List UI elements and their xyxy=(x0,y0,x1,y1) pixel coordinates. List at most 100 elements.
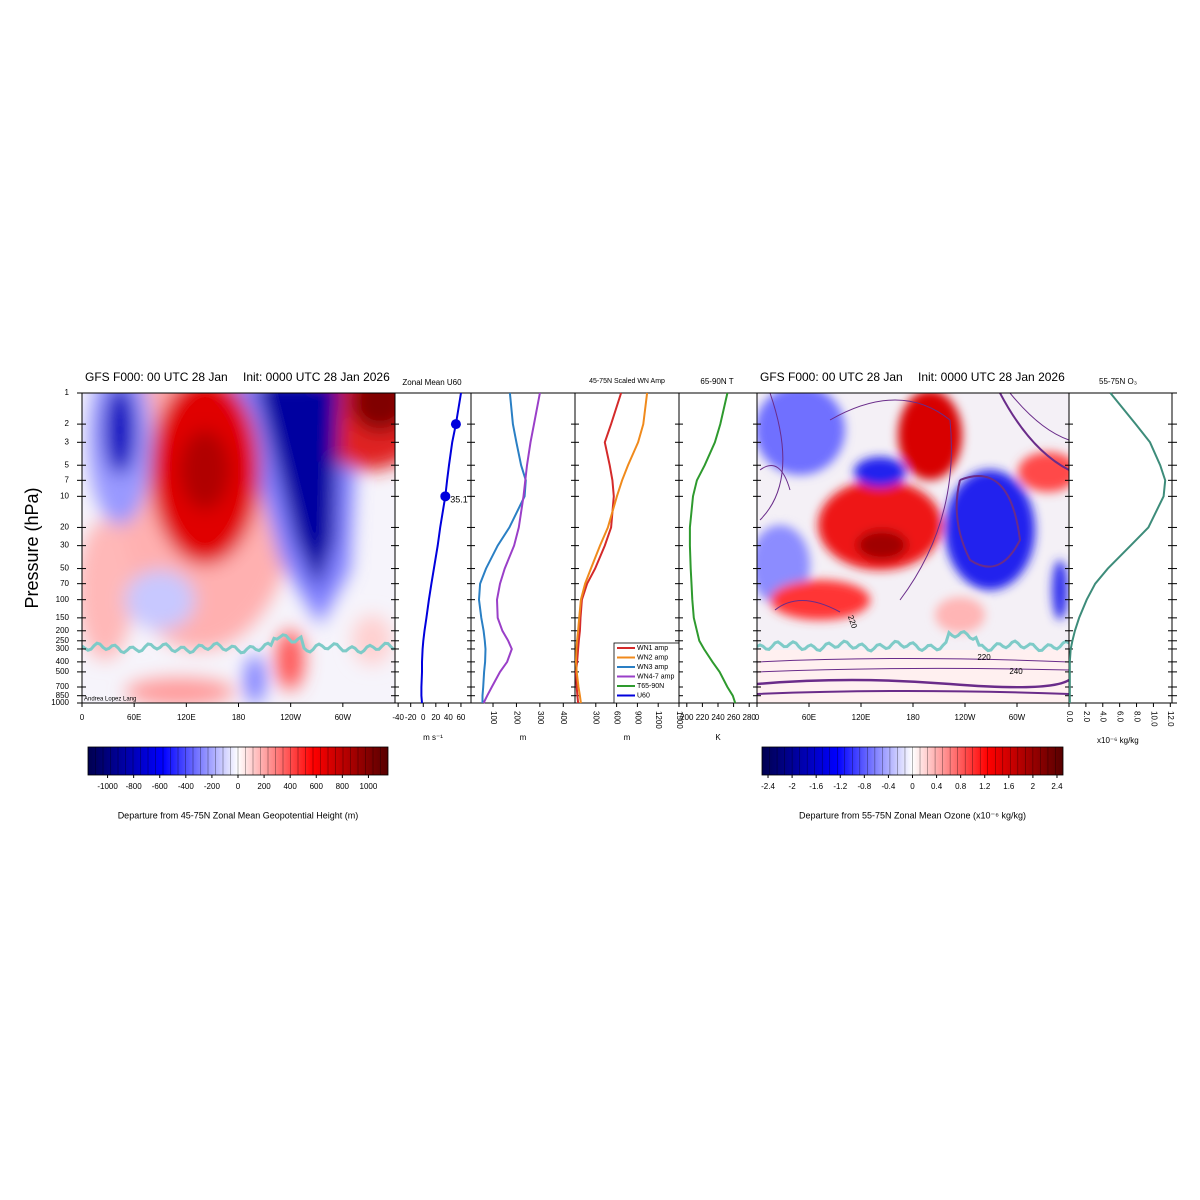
value-label: 35.1 xyxy=(450,495,468,505)
y-tick-label: 20 xyxy=(60,523,69,532)
credit: Andrea Lopez Lang xyxy=(84,697,136,703)
x-tick-label: 260 xyxy=(727,713,741,722)
colorbar-tick-label: 1.2 xyxy=(979,782,991,791)
x-tick-label: 0.0 xyxy=(1065,711,1074,723)
colorbar-tick-label: -1000 xyxy=(97,782,118,791)
x-tick-label: 60E xyxy=(802,713,816,722)
x-tick-label: 60W xyxy=(335,713,352,722)
contour-label: 220 xyxy=(846,614,859,630)
x-tick-label: -20 xyxy=(405,713,417,722)
y-tick-label: 1000 xyxy=(51,698,69,707)
colorbar-tick-label: 1000 xyxy=(360,782,378,791)
x-tick-label: 120W xyxy=(280,713,301,722)
x-tick-label: 220 xyxy=(696,713,710,722)
x-axis-label: m xyxy=(624,733,631,742)
colorbar-tick-label: -2.4 xyxy=(761,782,775,791)
y-axis-label: Pressure (hPa) xyxy=(22,487,42,608)
colorbar-tick-label: 1.6 xyxy=(1003,782,1015,791)
x-tick-label: 60W xyxy=(1009,713,1026,722)
x-axis-label: m xyxy=(520,733,527,742)
colorbar-tick-label: 0 xyxy=(910,782,915,791)
panel-subtitle: Init: 0000 UTC 28 Jan 2026 xyxy=(243,370,390,384)
y-tick-label: 3 xyxy=(65,437,70,446)
y-tick-label: 70 xyxy=(60,579,69,588)
x-tick-label: 12.0 xyxy=(1166,711,1175,727)
legend-label: U60 xyxy=(637,692,650,699)
x-tick-label: 300 xyxy=(592,711,601,725)
x-tick-label: 6.0 xyxy=(1116,711,1125,723)
panel-frame xyxy=(394,392,472,704)
ozone-field xyxy=(757,393,1069,703)
series-line xyxy=(420,392,462,704)
y-tick-label: 400 xyxy=(56,657,70,666)
x-tick-label: 180 xyxy=(906,713,920,722)
colorbar-tick-label: 0.8 xyxy=(955,782,967,791)
x-tick-label: 1200 xyxy=(654,711,663,729)
colorbar-tick-label: 2.4 xyxy=(1051,782,1063,791)
series-line xyxy=(688,392,737,704)
legend-label: WN2 amp xyxy=(637,654,668,661)
colorbar-tick-label: 400 xyxy=(283,782,297,791)
colorbar-tick-label: -2 xyxy=(789,782,797,791)
contour-label: 220 xyxy=(977,653,991,662)
x-tick-label: 180 xyxy=(232,713,246,722)
colorbar-tick-label: -0.8 xyxy=(857,782,871,791)
panel-title: GFS F000: 00 UTC 28 Jan xyxy=(85,370,228,384)
x-tick-label: 2.0 xyxy=(1082,711,1091,723)
colorbar-tick-label: 2 xyxy=(1031,782,1036,791)
colorbar-tick-label: -800 xyxy=(126,782,143,791)
x-tick-label: 240 xyxy=(711,713,725,722)
contour-label: 240 xyxy=(1009,667,1023,676)
y-tick-label: 10 xyxy=(60,491,69,500)
x-tick-label: 10.0 xyxy=(1149,711,1158,727)
panel-subtitle: Init: 0000 UTC 28 Jan 2026 xyxy=(918,370,1065,384)
x-axis-label: K xyxy=(715,733,721,742)
x-tick-label: 60E xyxy=(127,713,141,722)
colorbar-tick-label: -600 xyxy=(152,782,169,791)
height-field xyxy=(82,393,395,703)
colorbar-tick-label: 200 xyxy=(257,782,271,791)
y-tick-label: 700 xyxy=(56,682,70,691)
x-tick-label: 40 xyxy=(444,713,453,722)
y-tick-label: 7 xyxy=(65,475,70,484)
colorbar-label: Departure from 45-75N Zonal Mean Geopote… xyxy=(118,810,359,820)
x-tick-label: 60 xyxy=(456,713,465,722)
y-tick-label: 2 xyxy=(65,419,70,428)
colorbar-tick-label: 800 xyxy=(336,782,350,791)
panel-frame xyxy=(470,392,576,704)
x-tick-label: 0 xyxy=(80,713,85,722)
colorbar-tick-label: -0.4 xyxy=(882,782,896,791)
series-line xyxy=(574,392,649,704)
panel-title: GFS F000: 00 UTC 28 Jan xyxy=(760,370,903,384)
x-axis-label: x10⁻⁶ kg/kg xyxy=(1097,736,1139,745)
series-line xyxy=(477,392,527,703)
panel-title: 65-90N T xyxy=(700,377,733,386)
x-tick-label: 120W xyxy=(955,713,976,722)
y-tick-label: 1 xyxy=(65,388,70,397)
level-marker xyxy=(450,419,461,430)
y-tick-label: 500 xyxy=(56,667,70,676)
level-marker xyxy=(440,491,451,502)
x-tick-label: 100 xyxy=(489,711,498,725)
x-tick-label: 120E xyxy=(852,713,871,722)
x-tick-label: -40 xyxy=(392,713,404,722)
colorbar-tick-label: -1.6 xyxy=(809,782,823,791)
x-tick-label: 280 xyxy=(743,713,757,722)
legend-label: WN1 amp xyxy=(637,645,668,652)
y-tick-label: 30 xyxy=(60,541,69,550)
colorbar-tick-label: -400 xyxy=(178,782,195,791)
colorbar-tick-label: 600 xyxy=(310,782,324,791)
x-tick-label: 8.0 xyxy=(1132,711,1141,723)
x-tick-label: 200 xyxy=(680,713,694,722)
x-tick-label: 120E xyxy=(177,713,196,722)
x-tick-label: 300 xyxy=(536,711,545,725)
x-tick-label: 600 xyxy=(612,711,621,725)
colorbar-tick-label: -200 xyxy=(204,782,221,791)
series-line xyxy=(482,392,541,704)
y-tick-label: 50 xyxy=(60,564,69,573)
x-axis-label: m s⁻¹ xyxy=(423,733,443,742)
x-tick-label: 20 xyxy=(431,713,440,722)
panel-title: 45-75N Scaled WN Amp xyxy=(589,378,665,385)
